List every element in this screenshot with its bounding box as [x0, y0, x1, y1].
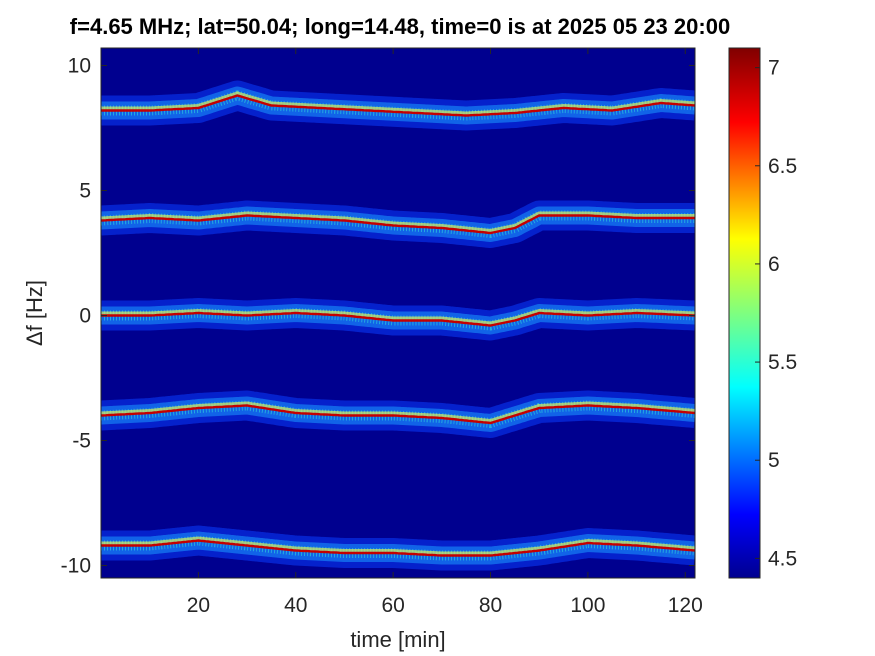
colorbar-tick-label: 7 — [768, 57, 780, 80]
trace-inner — [101, 401, 695, 424]
x-axis: 20 40 60 80 100 120 — [187, 48, 703, 617]
trace-line — [101, 539, 695, 557]
trace-inner — [101, 308, 695, 326]
trace-line — [101, 214, 695, 235]
colorbar-tick-label: 5 — [768, 449, 780, 472]
trace-inner — [101, 211, 695, 234]
y-tick-label: -10 — [61, 555, 91, 578]
x-tick-label: 100 — [570, 594, 605, 617]
colorbar-tick-label: 4.5 — [768, 547, 797, 570]
x-axis-label: time [min] — [350, 627, 445, 652]
trace-band — [101, 80, 695, 131]
trace-band — [101, 200, 695, 248]
y-axis-label: Δf [Hz] — [22, 280, 47, 346]
trace-inner — [101, 536, 695, 556]
trace-band — [101, 525, 695, 571]
colorbar-tick-label: 6 — [768, 253, 780, 276]
colorbar-tick-label: 6.5 — [768, 155, 797, 178]
plot-frame — [100, 47, 696, 579]
y-tick-label: 10 — [68, 55, 91, 78]
y-tick-label: 0 — [79, 305, 91, 328]
y-tick-label: -5 — [72, 430, 91, 453]
y-axis: 10 5 0 -5 -10 — [61, 55, 695, 578]
colorbar — [728, 47, 761, 579]
x-tick-label: 80 — [479, 594, 502, 617]
colorbar-tick-label: 5.5 — [768, 351, 797, 374]
colorbar-axis: 4.5 5 5.5 6 6.5 7 — [755, 57, 797, 570]
spectrogram-traces — [101, 80, 695, 571]
y-tick-label: 5 — [79, 180, 91, 203]
trace-line — [101, 94, 695, 117]
trace-inner — [101, 91, 695, 116]
chart-title: f=4.65 MHz; lat=50.04; long=14.48, time=… — [69, 14, 731, 39]
x-tick-label: 40 — [284, 594, 307, 617]
x-tick-label: 120 — [668, 594, 703, 617]
trace-band — [101, 390, 695, 438]
trace-line — [101, 311, 695, 327]
trace-band — [101, 298, 695, 341]
x-tick-label: 20 — [187, 594, 210, 617]
trace-line — [101, 404, 695, 425]
x-tick-label: 60 — [381, 594, 404, 617]
